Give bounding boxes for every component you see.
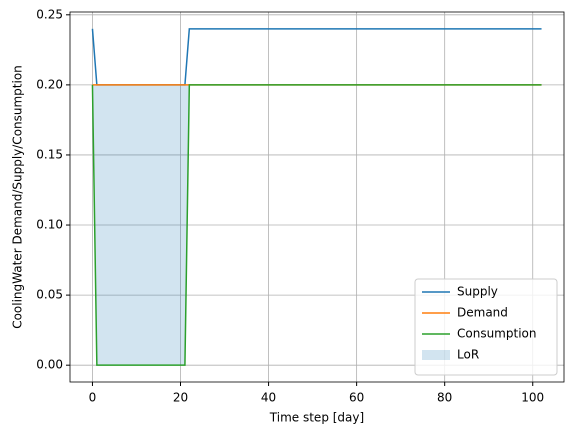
y-tick-label: 0.25 [36, 7, 63, 21]
lor-area [92, 84, 542, 366]
y-axis-label: CoolingWater Demand/Supply/Consumption [11, 65, 25, 329]
legend-box [414, 278, 558, 376]
legend-swatch [422, 350, 450, 360]
legend-label: LoR [457, 348, 479, 362]
x-tick-label: 80 [437, 391, 452, 405]
y-tick-label: 0.20 [36, 77, 63, 91]
y-tick-label: 0.15 [36, 147, 63, 161]
x-axis-label: Time step [day] [269, 411, 364, 425]
legend-label: Consumption [457, 327, 536, 341]
x-tick-label: 20 [173, 391, 188, 405]
x-tick-label: 40 [261, 391, 276, 405]
x-tick-label: 60 [349, 391, 364, 405]
y-tick-label: 0.05 [36, 288, 63, 302]
x-tick-label: 0 [89, 391, 97, 405]
legend-label: Supply [457, 285, 498, 299]
y-tick-label: 0.00 [36, 358, 63, 372]
series-line [91, 84, 542, 366]
plot-frame [69, 11, 565, 383]
y-tick-label: 0.10 [36, 218, 63, 232]
series-line [91, 28, 542, 86]
x-tick-label: 100 [521, 391, 544, 405]
legend-label: Demand [457, 306, 508, 320]
